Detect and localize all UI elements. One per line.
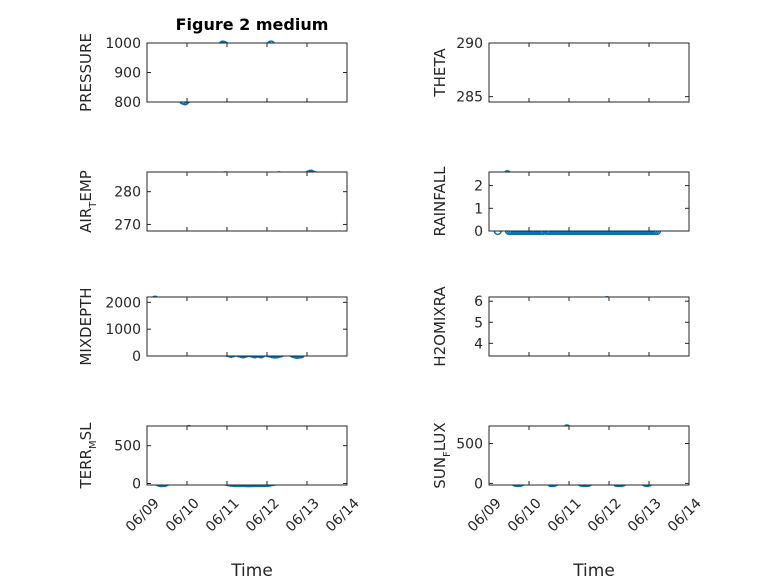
y-axis-label: SUNFLUX	[431, 422, 453, 488]
y-tick-label: 500	[456, 437, 483, 453]
y-tick-label: 500	[114, 439, 141, 455]
y-tick-label: 5	[474, 315, 483, 331]
y-axis-label: H2OMIXRA	[431, 286, 449, 367]
y-axis-label: PRESSURE	[77, 33, 95, 112]
y-axis-label: MIXDEPTH	[77, 287, 95, 365]
y-tick-label: 0	[132, 349, 141, 365]
y-tick-label: 900	[114, 66, 141, 82]
y-tick-label: 280	[114, 185, 141, 201]
y-tick-label: 1	[474, 201, 483, 217]
y-tick-label: 290	[456, 36, 483, 52]
subplot-mixdepth: 0 1000 2000 MIXDEPTH	[77, 287, 348, 366]
axes-box	[488, 296, 690, 357]
y-tick-label: 6	[474, 294, 483, 310]
y-tick-label: 0	[474, 476, 483, 492]
y-axis-label: AIRTEMP	[77, 170, 99, 233]
axes-box	[488, 425, 690, 486]
subplot-theta: 285 290 THETA	[431, 36, 690, 106]
y-tick-label: 285	[456, 90, 483, 106]
y-tick-label: 800	[114, 95, 141, 111]
axes-box	[146, 425, 348, 486]
figure-title: Figure 2 medium	[176, 15, 329, 34]
x-axis-label-right: Time	[572, 561, 615, 581]
axes-box	[488, 42, 690, 103]
y-tick-label: 2	[474, 179, 483, 195]
subplot-h2omixra: 4 5 6 H2OMIXRA	[431, 286, 690, 367]
axes-box	[146, 171, 348, 232]
y-tick-label: 4	[474, 336, 483, 352]
y-tick-label: 270	[114, 217, 141, 233]
x-axis-label-left: Time	[230, 561, 273, 581]
y-tick-label: 2000	[105, 295, 141, 311]
y-axis-label: TERRMSL	[77, 422, 99, 490]
subplot-airtemp: 270 280 AIRTEMP	[77, 169, 348, 233]
y-tick-label: 0	[474, 224, 483, 240]
y-tick-label: 0	[132, 476, 141, 492]
subplot-pressure: 800 900 1000 PRESSURE	[77, 33, 348, 112]
subplot-rainfall: 0 1 2 RAINFALL	[431, 166, 690, 240]
y-tick-label: 1000	[105, 322, 141, 338]
axes-box	[146, 42, 348, 103]
axes-box	[146, 296, 348, 357]
y-axis-label: THETA	[431, 48, 449, 98]
y-tick-label: 1000	[105, 36, 141, 52]
y-axis-label: RAINFALL	[431, 166, 449, 237]
axes-box	[488, 171, 690, 232]
